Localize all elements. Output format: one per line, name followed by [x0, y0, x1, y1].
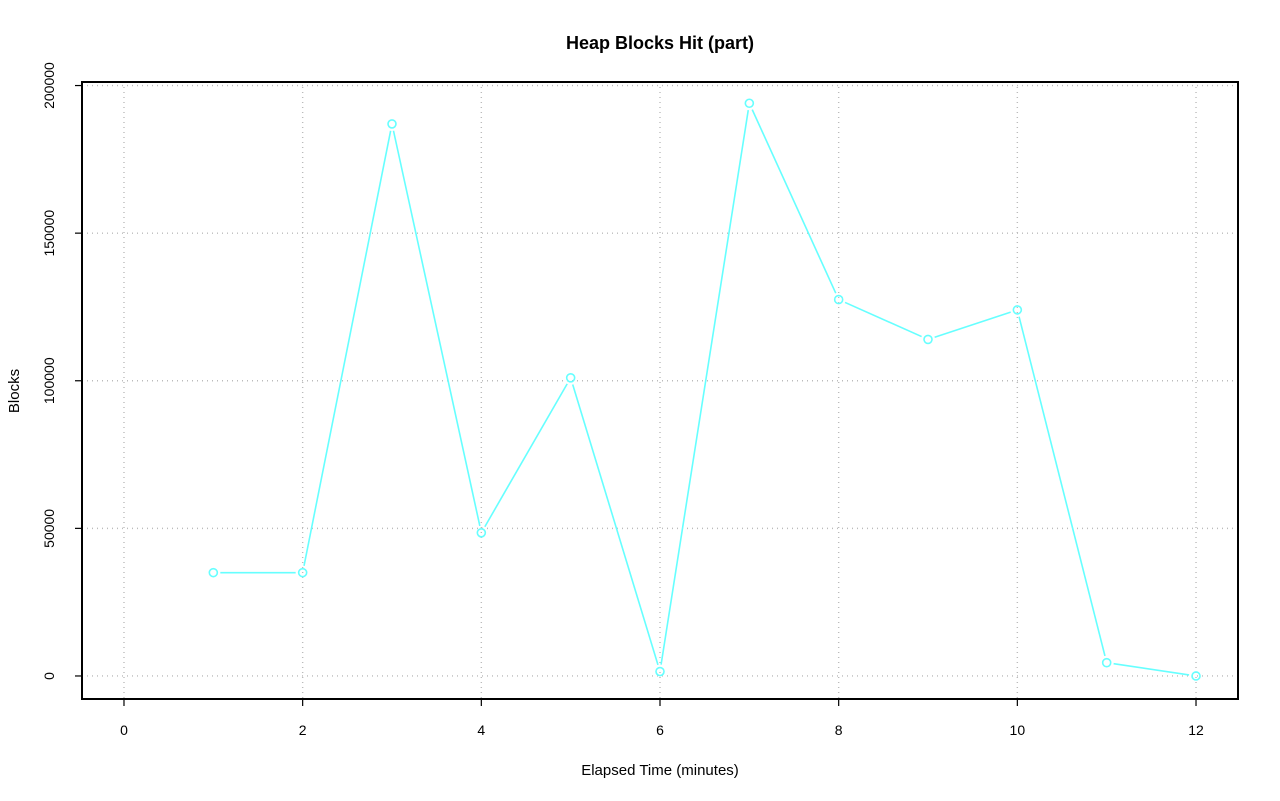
y-tick-label: 50000: [41, 509, 57, 548]
x-tick-label: 8: [835, 722, 843, 738]
series-line-segment: [303, 130, 392, 566]
y-axis: 0 50000 100000 150000 200000: [41, 62, 82, 680]
series-line-segment: [392, 130, 481, 527]
data-point: [655, 666, 665, 677]
chart-title: Heap Blocks Hit (part): [566, 33, 754, 53]
data-point: [1101, 657, 1112, 668]
x-axis: 0 2 4 6 8 10 12: [120, 699, 1204, 738]
data-point: [833, 294, 844, 305]
series-line-segment: [751, 109, 837, 294]
grid: [82, 82, 1238, 699]
x-tick-label: 6: [656, 722, 664, 738]
series-line-segment: [844, 301, 922, 338]
x-tick-label: 10: [1010, 722, 1026, 738]
data-point: [297, 567, 308, 578]
data-point: [744, 98, 755, 109]
data-point: [565, 373, 576, 383]
data-point: [1191, 671, 1201, 681]
series-line-segment: [1018, 316, 1106, 657]
x-tick-label: 4: [477, 722, 485, 738]
series-line-segment: [934, 311, 1011, 338]
x-tick-label: 12: [1188, 722, 1204, 738]
x-axis-label: Elapsed Time (minutes): [581, 762, 739, 779]
plot-frame: [81, 81, 1239, 700]
y-axis-label: Blocks: [6, 369, 23, 413]
x-tick-label: 0: [120, 722, 128, 738]
series-line-segment: [571, 384, 659, 666]
series-line-segment: [660, 110, 750, 665]
data-point: [1012, 305, 1023, 315]
y-tick-label: 100000: [41, 357, 57, 404]
data-point: [387, 119, 397, 129]
series-line-segment: [484, 383, 568, 528]
data-point: [923, 334, 933, 345]
series-line-segment: [1113, 662, 1190, 676]
y-tick-label: 200000: [41, 62, 57, 109]
y-tick-label: 150000: [41, 210, 57, 257]
data-point: [476, 527, 487, 538]
series-layer: [208, 98, 1201, 681]
data-point: [208, 567, 219, 578]
x-tick-label: 2: [299, 722, 307, 738]
y-tick-label: 0: [41, 672, 57, 680]
